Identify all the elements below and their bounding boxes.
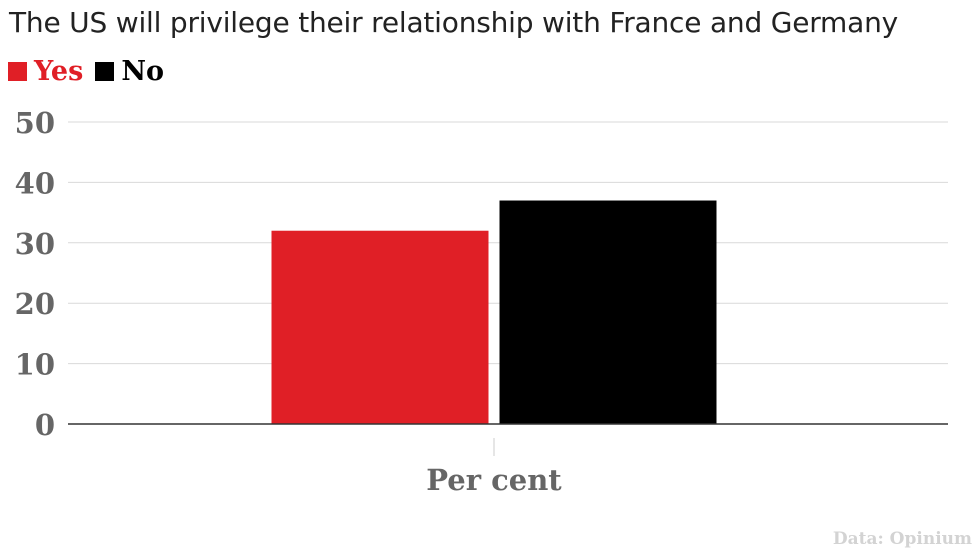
bar-no — [499, 200, 717, 424]
y-tick-label: 20 — [15, 287, 55, 321]
y-tick-label: 40 — [15, 166, 55, 200]
legend-swatch-no — [95, 62, 115, 81]
y-tick-label: 10 — [15, 348, 55, 382]
bar-yes — [271, 230, 489, 424]
legend-item-yes: Yes — [8, 56, 83, 87]
y-tick-label: 0 — [35, 408, 55, 442]
legend-label-yes: Yes — [34, 56, 84, 87]
legend-label-no: No — [121, 56, 165, 87]
x-tick-label: Per cent — [426, 463, 562, 497]
legend: Yes No — [8, 56, 176, 87]
legend-item-no: No — [95, 56, 164, 87]
source-note: Data: Opinium — [832, 529, 972, 549]
y-tick-label: 30 — [15, 227, 55, 261]
y-tick-label: 50 — [15, 106, 55, 140]
chart-title: The US will privilege their relationship… — [9, 6, 899, 39]
legend-swatch-yes — [8, 62, 27, 81]
